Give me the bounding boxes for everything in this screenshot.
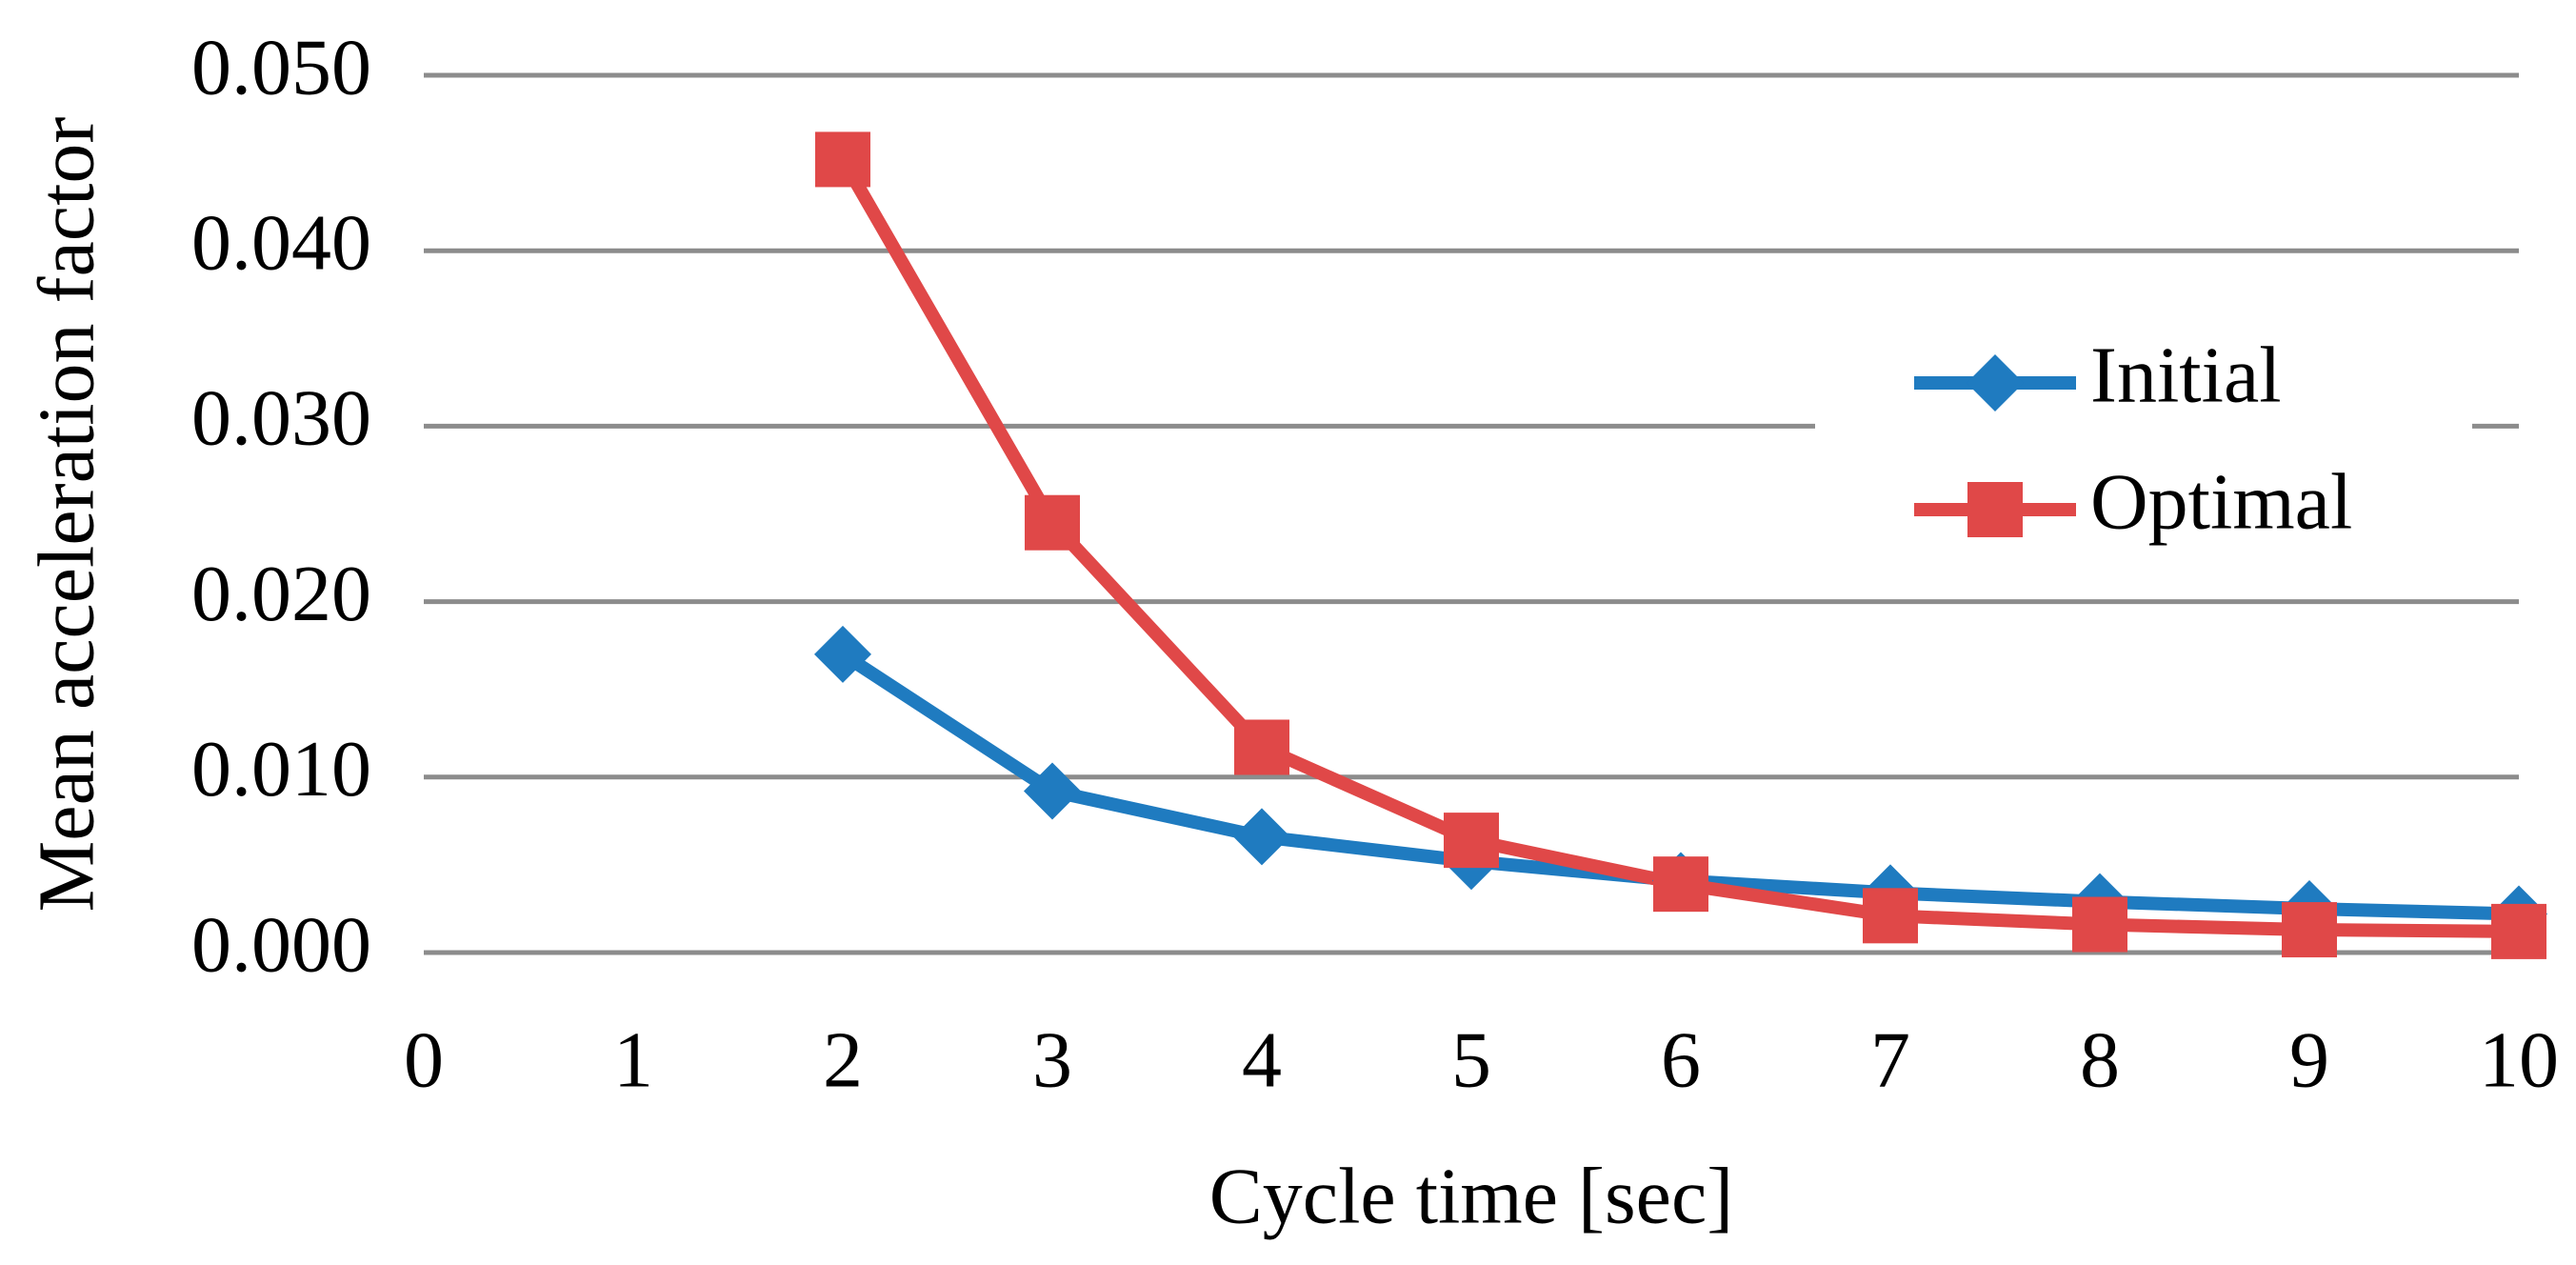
marker <box>1025 494 1080 551</box>
marker <box>1967 482 2023 537</box>
y-tick-label: 0.020 <box>191 550 371 638</box>
x-tick-label: 5 <box>1451 1015 1491 1104</box>
x-tick-label: 9 <box>2289 1015 2329 1104</box>
x-tick-label: 6 <box>1661 1015 1701 1104</box>
x-tick-label: 2 <box>823 1015 863 1104</box>
marker <box>1444 813 1499 869</box>
marker <box>2072 896 2127 953</box>
y-tick-label: 0.000 <box>191 900 371 989</box>
marker <box>1863 888 1918 944</box>
x-tick-label: 7 <box>1870 1015 1910 1104</box>
y-tick-label: 0.010 <box>191 725 371 813</box>
marker <box>2282 902 2337 958</box>
x-tick-label: 10 <box>2479 1015 2559 1104</box>
marker <box>815 131 870 188</box>
marker <box>1233 808 1290 866</box>
x-tick-label: 4 <box>1242 1015 1282 1104</box>
y-tick-label: 0.040 <box>191 198 371 287</box>
y-tick-label: 0.030 <box>191 374 371 463</box>
marker <box>1234 719 1289 775</box>
legend-label: Initial <box>2090 331 2282 419</box>
x-axis-title: Cycle time [sec] <box>1209 1152 1733 1240</box>
marker <box>1967 354 2024 412</box>
y-axis-title: Mean acceleration factor <box>22 117 110 913</box>
legend-label: Optimal <box>2090 457 2352 546</box>
x-tick-label: 3 <box>1032 1015 1072 1104</box>
y-tick-label: 0.050 <box>191 23 371 111</box>
marker <box>1653 856 1708 913</box>
marker <box>2491 903 2546 959</box>
marker <box>1024 762 1081 820</box>
marker <box>814 625 871 683</box>
x-tick-label: 1 <box>613 1015 653 1104</box>
x-tick-label: 8 <box>2080 1015 2120 1104</box>
legend-box <box>1815 312 2472 575</box>
x-tick-label: 0 <box>404 1015 444 1104</box>
